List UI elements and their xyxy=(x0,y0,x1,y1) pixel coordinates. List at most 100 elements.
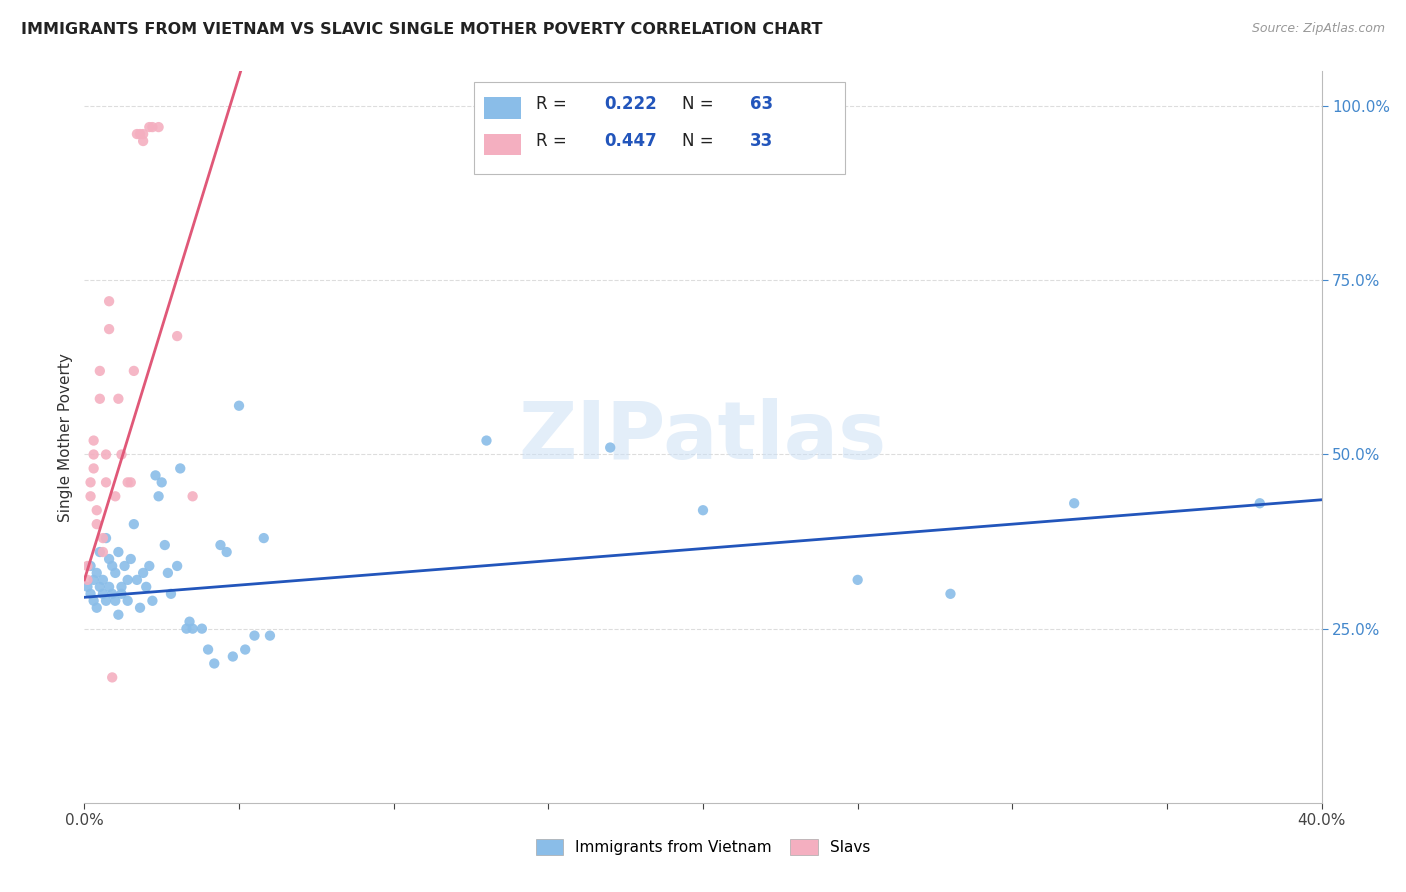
Point xyxy=(132,566,155,580)
Point xyxy=(181,622,204,636)
Text: IMMIGRANTS FROM VIETNAM VS SLAVIC SINGLE MOTHER POVERTY CORRELATION CHART: IMMIGRANTS FROM VIETNAM VS SLAVIC SINGLE… xyxy=(21,22,823,37)
Point xyxy=(94,594,117,608)
Point xyxy=(86,566,108,580)
Point xyxy=(83,448,105,462)
Text: R =: R = xyxy=(536,132,572,150)
Text: 0.447: 0.447 xyxy=(605,132,657,150)
Point xyxy=(76,580,98,594)
Point xyxy=(110,580,132,594)
Text: 0.222: 0.222 xyxy=(605,95,657,113)
Point xyxy=(76,573,98,587)
Point xyxy=(76,558,98,573)
Point xyxy=(107,607,129,622)
Point xyxy=(197,642,219,657)
Point xyxy=(120,552,142,566)
Point xyxy=(79,558,101,573)
Point xyxy=(125,127,148,141)
Point xyxy=(89,364,111,378)
Point xyxy=(110,448,132,462)
Text: ZIPatlas: ZIPatlas xyxy=(519,398,887,476)
Text: N =: N = xyxy=(682,95,718,113)
Point xyxy=(132,127,155,141)
Point xyxy=(160,587,183,601)
Point xyxy=(148,120,170,134)
Point xyxy=(91,545,114,559)
Point xyxy=(148,489,170,503)
Point xyxy=(91,573,114,587)
Legend: Immigrants from Vietnam, Slavs: Immigrants from Vietnam, Slavs xyxy=(530,833,876,861)
Point xyxy=(209,538,232,552)
Point xyxy=(228,399,250,413)
Point xyxy=(104,566,127,580)
Point xyxy=(122,364,145,378)
Point xyxy=(176,622,198,636)
Point xyxy=(141,120,163,134)
Point xyxy=(125,573,148,587)
Point xyxy=(122,517,145,532)
Point xyxy=(1249,496,1271,510)
Point xyxy=(104,594,127,608)
Point xyxy=(169,461,191,475)
Y-axis label: Single Mother Poverty: Single Mother Poverty xyxy=(58,352,73,522)
Text: 33: 33 xyxy=(749,132,773,150)
Point xyxy=(98,552,121,566)
Point xyxy=(114,558,136,573)
Point xyxy=(191,622,214,636)
Point xyxy=(83,461,105,475)
Point xyxy=(83,434,105,448)
Point xyxy=(83,594,105,608)
Point xyxy=(94,475,117,490)
Text: 63: 63 xyxy=(749,95,773,113)
Point xyxy=(253,531,276,545)
Point xyxy=(846,573,869,587)
Point xyxy=(129,600,152,615)
Point xyxy=(86,600,108,615)
Point xyxy=(101,587,124,601)
Point xyxy=(107,392,129,406)
Point xyxy=(79,475,101,490)
Point xyxy=(98,322,121,336)
Point xyxy=(150,475,173,490)
Point xyxy=(166,329,188,343)
Text: N =: N = xyxy=(682,132,718,150)
Point xyxy=(145,468,167,483)
Point xyxy=(117,573,139,587)
Point xyxy=(83,573,105,587)
Point xyxy=(89,545,111,559)
Point xyxy=(135,580,157,594)
FancyBboxPatch shape xyxy=(474,82,845,174)
Point xyxy=(86,503,108,517)
Text: R =: R = xyxy=(536,95,572,113)
Point xyxy=(599,441,621,455)
Point xyxy=(98,580,121,594)
Point xyxy=(153,538,176,552)
Point xyxy=(117,475,139,490)
Point xyxy=(79,489,101,503)
Point xyxy=(91,531,114,545)
Point xyxy=(222,649,245,664)
Point xyxy=(181,489,204,503)
Point xyxy=(91,587,114,601)
Point xyxy=(215,545,238,559)
Point xyxy=(132,134,155,148)
Point xyxy=(939,587,962,601)
Bar xyxy=(484,134,522,155)
Point xyxy=(259,629,281,643)
Point xyxy=(166,558,188,573)
Point xyxy=(117,594,139,608)
Point xyxy=(138,558,160,573)
Point xyxy=(86,517,108,532)
Text: Source: ZipAtlas.com: Source: ZipAtlas.com xyxy=(1251,22,1385,36)
Point xyxy=(202,657,225,671)
Point xyxy=(107,545,129,559)
Point xyxy=(110,587,132,601)
Point xyxy=(120,475,142,490)
Point xyxy=(101,558,124,573)
Point xyxy=(692,503,714,517)
Point xyxy=(243,629,266,643)
Point xyxy=(129,127,152,141)
Point xyxy=(89,392,111,406)
Point xyxy=(233,642,256,657)
Point xyxy=(1063,496,1085,510)
Point xyxy=(94,531,117,545)
